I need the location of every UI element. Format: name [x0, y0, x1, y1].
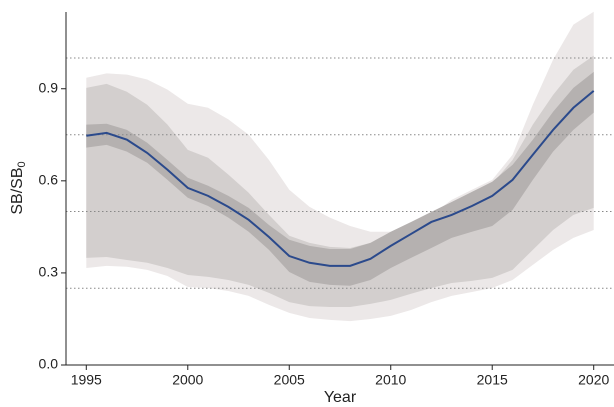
- y-tick-label: 0.3: [39, 264, 59, 280]
- y-axis-title-sub: 0: [16, 161, 28, 167]
- x-axis-title: Year: [324, 389, 357, 406]
- x-tick-label: 2000: [172, 372, 203, 388]
- y-tick-label: 0.9: [39, 79, 59, 95]
- y-axis-title: SB/SB0: [9, 161, 28, 214]
- x-tick-label: 2015: [477, 372, 508, 388]
- y-tick-label: 0.6: [39, 172, 59, 188]
- uncertainty-band: [86, 71, 594, 286]
- x-tick-label: 2010: [375, 372, 406, 388]
- x-tick-label: 1995: [71, 372, 102, 388]
- x-tick-label: 2020: [578, 372, 609, 388]
- median-line: [86, 90, 595, 267]
- y-axis-title-main: SB/SB: [9, 167, 26, 214]
- uncertainty-band: [86, 55, 594, 307]
- x-tick-label: 2005: [274, 372, 305, 388]
- y-tick-label: 0.0: [39, 356, 59, 372]
